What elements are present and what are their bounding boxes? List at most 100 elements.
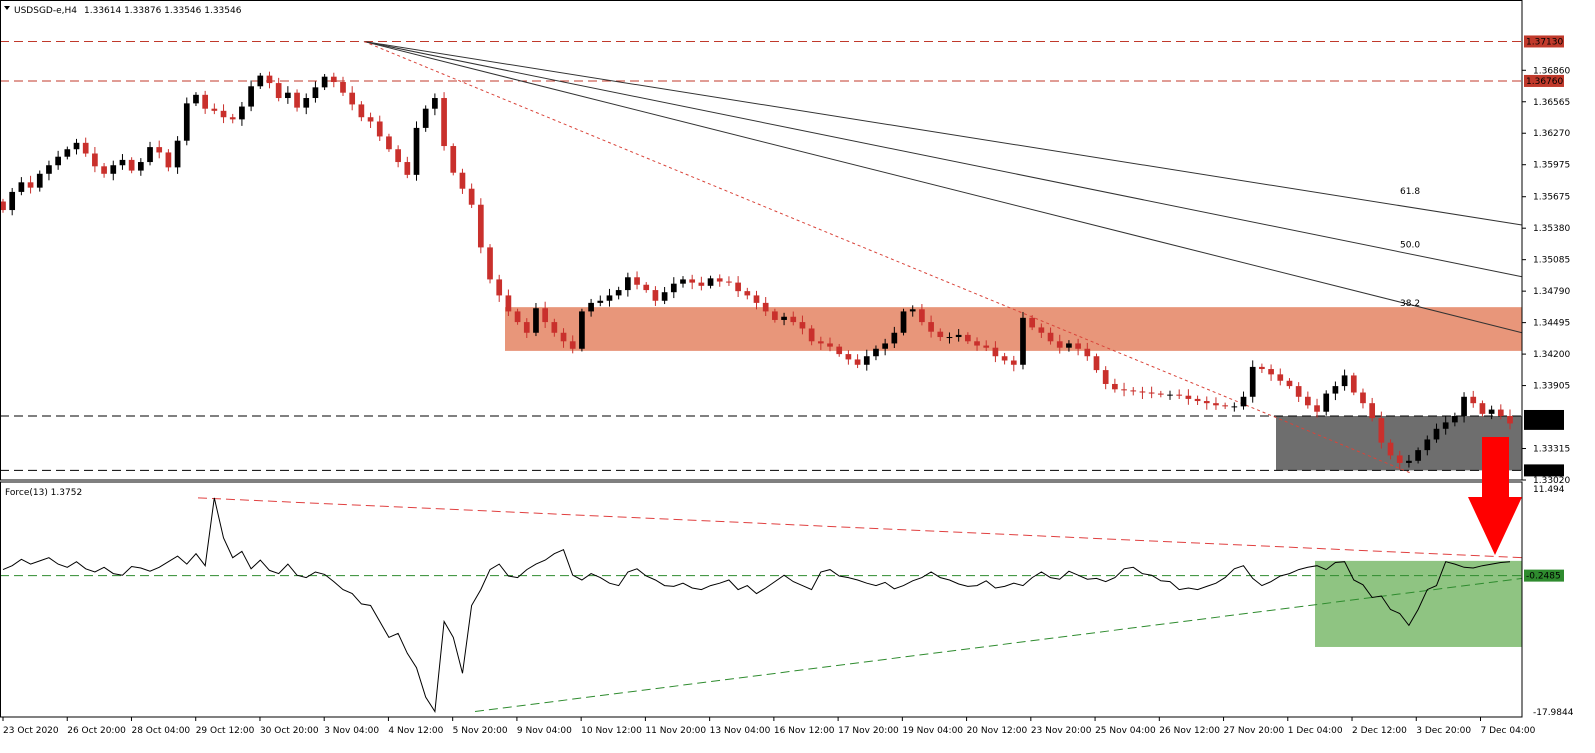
candle-body <box>376 121 383 137</box>
candle-body <box>229 117 236 120</box>
candle-body <box>983 345 990 348</box>
candle-body <box>432 98 438 109</box>
time-axis-label: 26 Oct 20:00 <box>67 726 126 736</box>
candle-body <box>1470 396 1477 404</box>
candle-body <box>625 277 631 291</box>
candle-body <box>55 156 61 166</box>
candle-body <box>661 292 668 301</box>
candle-body <box>174 140 181 168</box>
time-axis-label: 19 Nov 04:00 <box>902 726 963 736</box>
candle-body <box>285 92 291 99</box>
candle-body <box>1350 375 1357 393</box>
candle-body <box>569 341 576 349</box>
candle-body <box>900 311 907 333</box>
price-axis-label: 1.35675 <box>1533 193 1570 203</box>
candle-body <box>1167 394 1173 396</box>
candle-body <box>1176 394 1183 396</box>
candle-body <box>404 162 411 175</box>
candle-body <box>275 83 282 99</box>
candle-body <box>477 204 484 248</box>
candle-body <box>1157 393 1164 395</box>
candle-body <box>450 146 457 173</box>
candle-body <box>0 201 6 211</box>
candle-body <box>1231 406 1238 408</box>
candle-body <box>726 281 732 283</box>
candle-body <box>689 279 696 283</box>
candle-body <box>1314 405 1320 412</box>
candle-body <box>781 316 787 320</box>
candle-body <box>1222 405 1228 407</box>
candle-body <box>1433 428 1440 440</box>
price-axis-label: 1.35975 <box>1533 161 1570 171</box>
candle-body <box>551 322 558 333</box>
candle-body <box>27 182 34 188</box>
collapse-triangle-icon[interactable] <box>4 6 10 10</box>
candle-body <box>560 332 567 342</box>
bearish-arrow-icon <box>1468 437 1522 555</box>
candle-body <box>1259 366 1265 370</box>
price-axis-label: 1.35085 <box>1533 256 1570 266</box>
price-axis-label: 1.35380 <box>1533 224 1570 234</box>
force-support-trendline <box>474 577 1523 713</box>
candle-body <box>505 295 512 312</box>
candle-body <box>220 110 227 118</box>
candle-body <box>73 142 80 150</box>
candle-body <box>1378 418 1385 443</box>
candle-body <box>422 108 429 128</box>
time-axis-label: 13 Nov 04:00 <box>710 726 771 736</box>
time-axis-label: 26 Nov 12:00 <box>1159 726 1220 736</box>
time-axis-label: 2 Dec 12:00 <box>1352 726 1407 736</box>
candle-body <box>1020 317 1026 365</box>
candle-body <box>1341 375 1348 387</box>
price-axis-label: 1.33315 <box>1533 445 1570 455</box>
candle-body <box>340 82 346 93</box>
candle-body <box>312 87 319 99</box>
candle-body <box>1268 369 1274 375</box>
force-series-line <box>2 497 1511 713</box>
time-axis-label: 17 Nov 20:00 <box>838 726 899 736</box>
time-axis-label: 10 Nov 12:00 <box>581 726 642 736</box>
time-axis-label: 27 Nov 20:00 <box>1224 726 1285 736</box>
candle-body <box>147 147 153 163</box>
candle-body <box>1056 341 1063 348</box>
candle-body <box>1240 396 1247 407</box>
price-axis-label: 1.34790 <box>1533 287 1570 297</box>
candle-body <box>496 279 503 296</box>
candle-body <box>615 290 622 296</box>
candle-body <box>1084 348 1091 357</box>
candle-body <box>413 127 420 175</box>
candle-body <box>716 278 723 282</box>
candle-body <box>1148 392 1155 394</box>
force-indicator-label: Force(13) 1.3752 <box>5 488 82 498</box>
candle-body <box>1452 415 1458 423</box>
candle-body <box>1213 403 1219 406</box>
candle-body <box>1093 356 1100 371</box>
force-zone <box>1315 560 1522 647</box>
candle-body <box>1488 409 1495 414</box>
candle-body <box>202 94 209 109</box>
candle-body <box>36 173 43 188</box>
chart-symbol: USDSGD-e,H4 <box>14 6 77 16</box>
force-panel-frame <box>0 481 1523 718</box>
candle-body <box>137 162 144 171</box>
candle-body <box>533 308 539 333</box>
time-axis-label: 3 Nov 04:00 <box>324 726 379 736</box>
candle-body <box>257 75 264 87</box>
time-axis-label: 28 Oct 04:00 <box>131 726 190 736</box>
candle-body <box>239 106 245 120</box>
candle-body <box>1277 374 1284 381</box>
force-resistance-trendline <box>197 497 1523 559</box>
candle-body <box>845 354 852 360</box>
candle-body <box>321 76 328 88</box>
candle-body <box>588 302 594 312</box>
candle-body <box>1396 455 1403 463</box>
candle-body <box>441 98 447 147</box>
candle-body <box>827 343 833 347</box>
candle-body <box>1295 386 1302 397</box>
candle-body <box>1406 460 1412 463</box>
candle-body <box>1185 395 1192 399</box>
candle-body <box>882 343 888 349</box>
candle-body <box>1038 327 1045 333</box>
candle-body <box>514 311 521 323</box>
price-axis-label: 1.34200 <box>1533 350 1570 360</box>
